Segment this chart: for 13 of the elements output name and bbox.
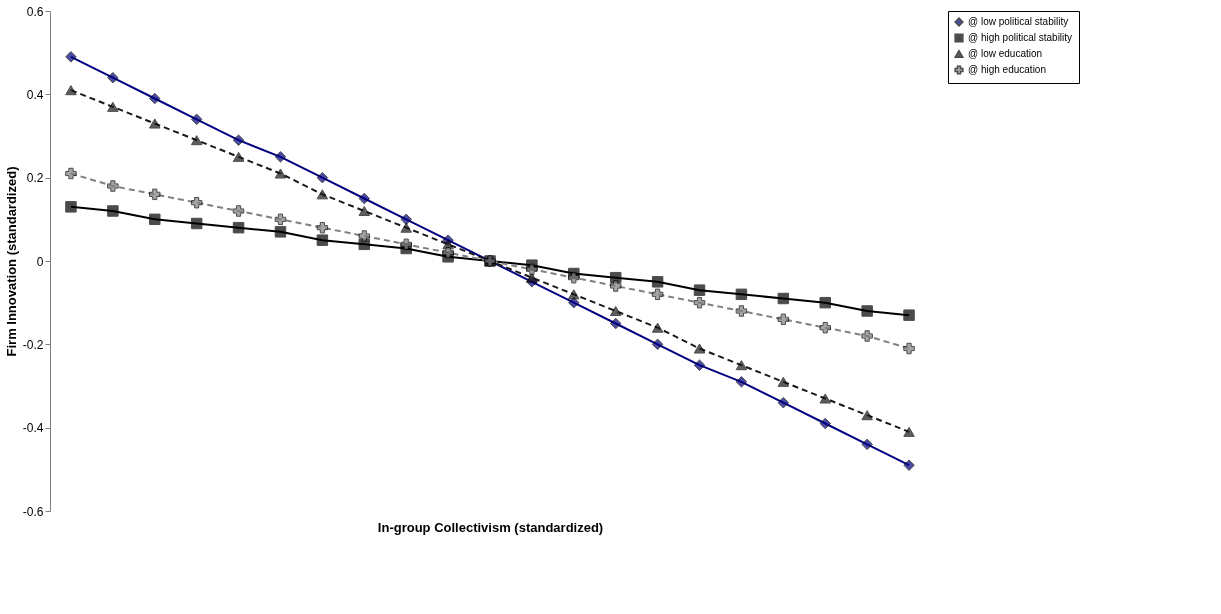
x-axis-title: In-group Collectivism (standardized)	[377, 519, 604, 535]
y-tick-label: 0.6	[26, 4, 44, 19]
y-tick-label: -0.4	[22, 421, 44, 436]
y-tick-label: 0.4	[26, 87, 44, 102]
y-tick-label: 0.2	[26, 171, 44, 186]
legend-label: @ low education	[968, 48, 1043, 59]
y-axis-title: Firm Innovation (standardized)	[3, 166, 19, 357]
legend-label: @ high political stability	[968, 32, 1073, 43]
y-tick-label: 0	[36, 254, 44, 269]
legend-label: @ high education	[968, 64, 1046, 75]
legend-label: @ low political stability	[968, 16, 1069, 27]
y-tick-label: -0.6	[22, 504, 44, 519]
y-tick-label: -0.2	[22, 337, 44, 352]
